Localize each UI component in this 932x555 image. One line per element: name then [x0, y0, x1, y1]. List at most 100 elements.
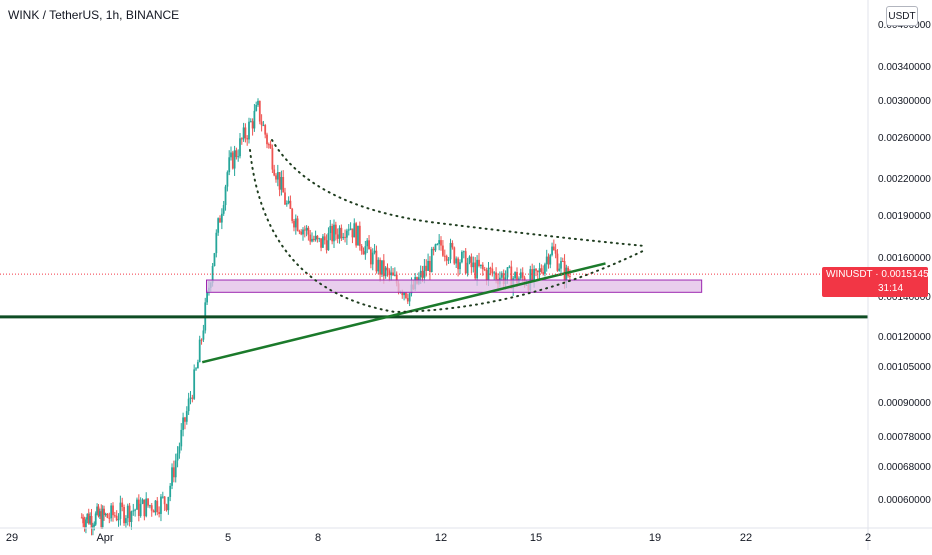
candle-body: [253, 110, 256, 129]
candle-body: [271, 148, 274, 170]
candle-body: [200, 339, 203, 341]
candle-body: [211, 266, 214, 283]
dotted-upper-curve[interactable]: [271, 139, 646, 247]
candle-body: [565, 267, 568, 283]
candle-body: [167, 496, 170, 511]
candle-body: [401, 291, 404, 296]
candle-body: [264, 125, 267, 135]
candle-body: [171, 467, 173, 486]
candle-body: [377, 259, 380, 272]
price-axis-label: 0.00078000: [878, 432, 931, 443]
candle-body: [544, 264, 546, 274]
candle-body: [540, 268, 543, 272]
last-price-tag: WINUSDT · 0.00151453 31:14: [822, 267, 932, 297]
candle-body: [213, 253, 216, 267]
candle-body: [334, 224, 337, 235]
candle-body: [136, 499, 138, 510]
candle-body: [93, 524, 96, 527]
price-axis-label: 0.00060000: [878, 495, 931, 506]
candle-body: [395, 274, 398, 284]
candle-body: [169, 485, 172, 497]
candle-body: [172, 467, 175, 478]
candle-body: [255, 104, 258, 111]
time-axis-label: 2: [865, 532, 871, 544]
candle-body: [189, 397, 192, 399]
support-zone-rect[interactable]: [206, 279, 703, 293]
candle-body: [472, 262, 475, 268]
candle-body: [434, 244, 437, 251]
candle-body: [96, 506, 98, 514]
price-axis-label: 0.00190000: [878, 211, 931, 222]
candle-body: [156, 500, 159, 513]
candle-body: [101, 508, 104, 528]
candle-body: [316, 235, 319, 240]
candle-body: [289, 200, 292, 209]
candle-body: [158, 512, 161, 514]
candle-body: [423, 265, 426, 278]
candle-body: [152, 510, 155, 513]
candle-body: [103, 508, 105, 516]
candle-body: [474, 262, 477, 279]
candle-body: [371, 252, 374, 265]
price-axis-label: 0.00140000: [878, 292, 931, 303]
candle-body: [447, 259, 450, 261]
candle-body: [429, 260, 431, 273]
candle-body: [125, 518, 127, 524]
rising-trendline[interactable]: [201, 262, 606, 364]
candle-body: [379, 259, 382, 275]
candle-body: [381, 260, 383, 275]
candle-body: [442, 245, 444, 256]
candle-body: [531, 269, 534, 281]
candle-body: [309, 234, 312, 242]
candle-body: [366, 240, 369, 247]
candle-body: [97, 506, 100, 517]
time-axis[interactable]: 29 Apr 5 8 12 15 19 22 2: [6, 532, 871, 544]
candle-body: [349, 228, 352, 230]
candle-body: [495, 272, 497, 280]
candle-body: [278, 172, 281, 190]
candle-body: [239, 138, 241, 157]
candle-body: [302, 229, 304, 235]
candle-body: [355, 223, 358, 246]
candle-body: [331, 225, 334, 242]
candle-body: [112, 505, 114, 516]
candle-body: [150, 505, 153, 511]
time-axis-label: 15: [530, 532, 542, 544]
candle-body: [346, 230, 348, 238]
candle-body: [491, 268, 494, 274]
candle-body: [148, 505, 151, 507]
currency-badge[interactable]: USDT: [886, 6, 918, 26]
candle-body: [462, 251, 465, 253]
candle-body: [134, 509, 137, 511]
candle-body: [443, 255, 446, 257]
candle-body: [466, 262, 469, 274]
candle-body: [560, 260, 562, 269]
candle-body: [196, 362, 199, 369]
candle-body: [269, 144, 272, 149]
candle-body: [373, 250, 376, 253]
candle-body: [502, 273, 505, 285]
candle-body: [287, 200, 290, 204]
candle-body: [160, 496, 162, 514]
candle-body: [242, 127, 245, 140]
candle-body: [98, 511, 101, 517]
candle-body: [230, 152, 232, 158]
symbol-title: WINK / TetherUS, 1h, BINANCE: [8, 8, 180, 22]
candle-body: [307, 227, 310, 235]
candle-body: [338, 227, 341, 239]
price-axis-label: 0.00220000: [878, 174, 931, 185]
candle-body: [508, 266, 511, 268]
candle-body: [141, 499, 144, 504]
candle-body: [535, 268, 537, 271]
candle-body: [506, 267, 509, 278]
time-axis-label: 5: [225, 532, 231, 544]
candle-body: [438, 240, 441, 245]
candle-body: [233, 150, 236, 169]
dotted-lower-curve[interactable]: [249, 149, 646, 314]
candle-body: [219, 218, 221, 223]
candle-body: [364, 246, 367, 255]
candle-body: [100, 511, 103, 528]
candle-body: [384, 267, 387, 277]
